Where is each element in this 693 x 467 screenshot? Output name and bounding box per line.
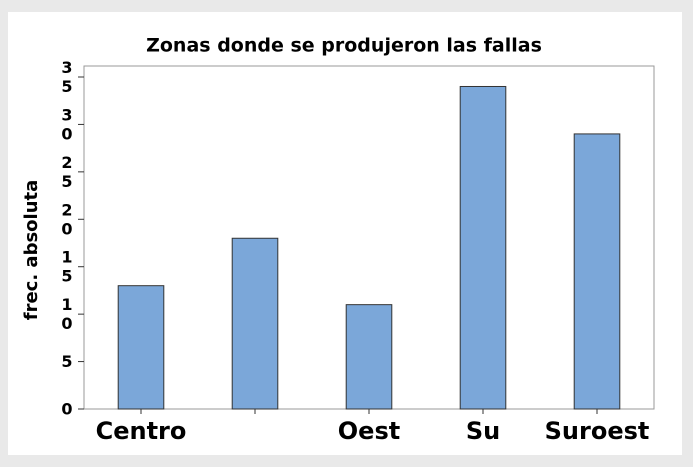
y-tick-label: 20 xyxy=(58,200,77,238)
bar xyxy=(231,237,279,410)
x-tick-label: Oest xyxy=(338,417,400,445)
bar xyxy=(345,304,393,410)
y-tick-label: 5 xyxy=(58,352,77,371)
x-tick-label: Su xyxy=(466,417,500,445)
y-tick-label: 30 xyxy=(58,105,77,143)
bar xyxy=(573,133,621,410)
bar xyxy=(117,285,165,410)
x-tick-label: Suroest xyxy=(545,417,650,445)
y-tick-label: 35 xyxy=(58,58,77,96)
y-tick-label: 10 xyxy=(58,295,77,333)
bar xyxy=(459,85,507,410)
chart-title: Zonas donde se produjeron las fallas xyxy=(146,35,542,57)
y-tick-label: 15 xyxy=(58,248,77,286)
y-axis-label: frec. absoluta xyxy=(21,180,42,321)
x-tick-label: Centro xyxy=(96,417,187,445)
y-tick-label: 25 xyxy=(58,153,77,191)
y-tick-label: 0 xyxy=(58,400,77,419)
